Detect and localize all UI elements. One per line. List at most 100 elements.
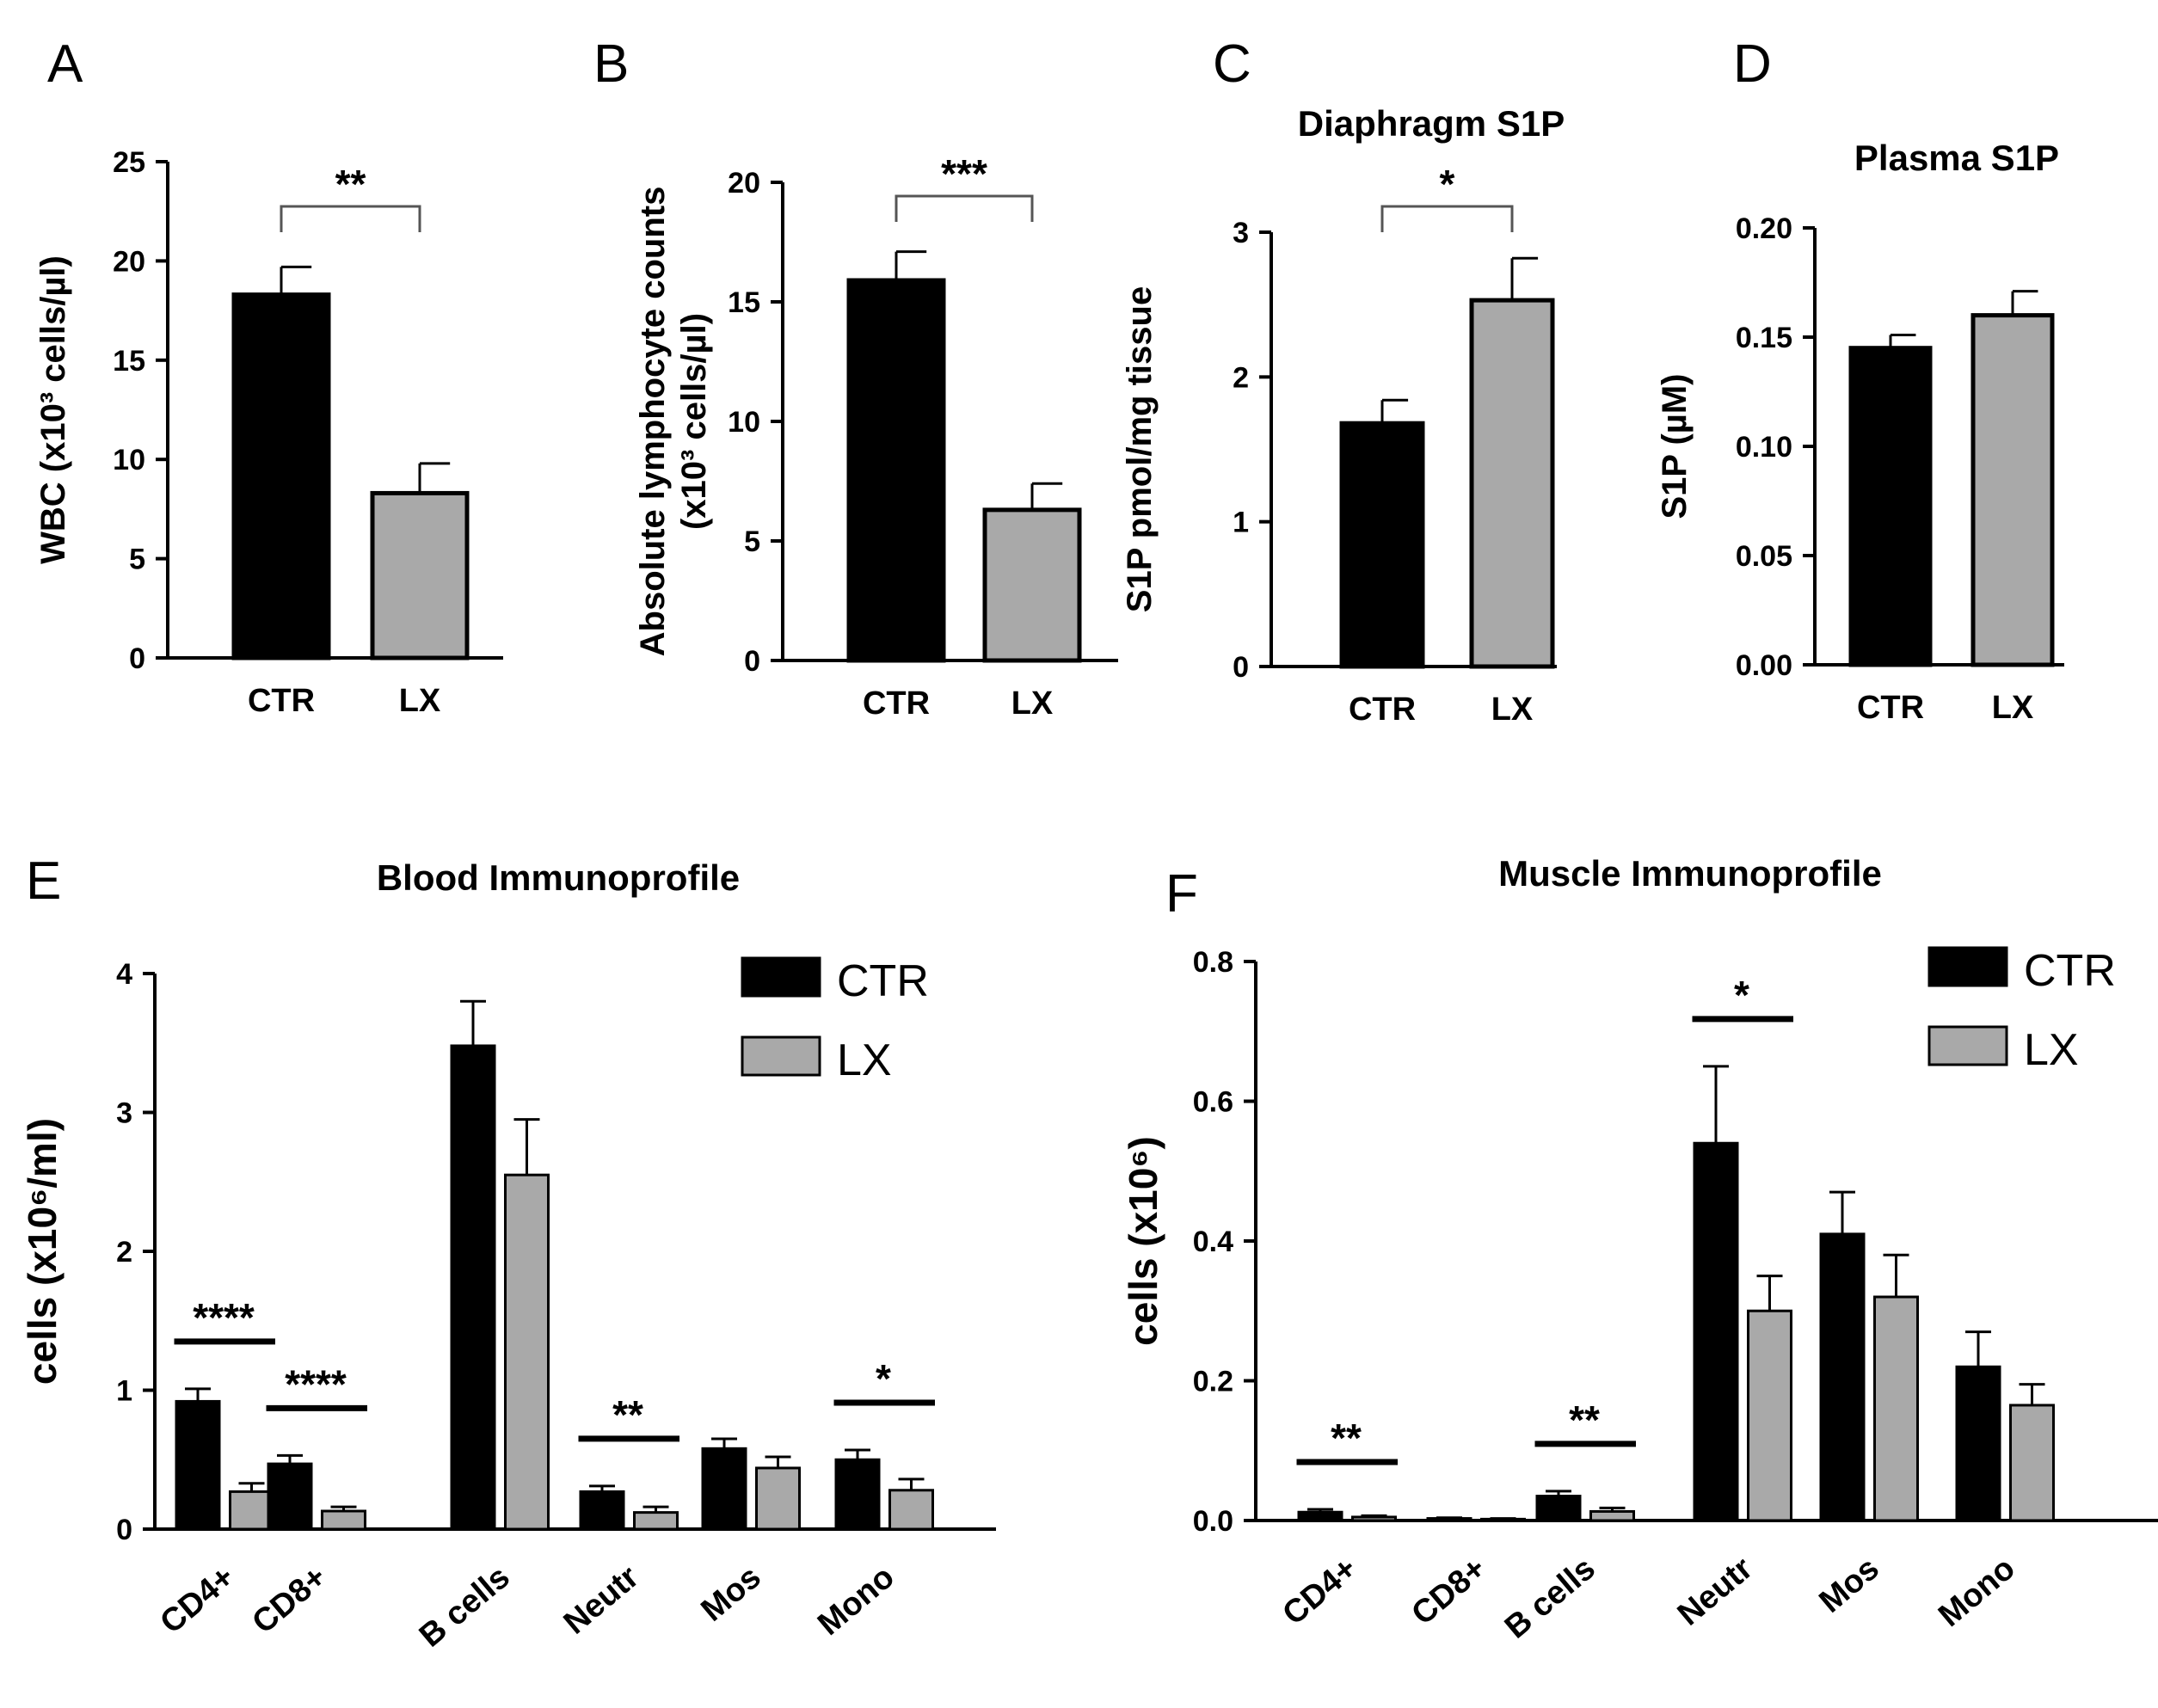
bar-lx xyxy=(1469,298,1555,669)
y-tick-label: 2 xyxy=(1233,361,1249,394)
x-category-label: LX xyxy=(1491,691,1534,728)
x-category-label: Mono xyxy=(1932,1551,2022,1634)
significance-stars: **** xyxy=(193,1295,255,1340)
x-category-label: LX xyxy=(399,683,441,719)
x-category-label: CD8+ xyxy=(1405,1551,1493,1632)
x-category-label: Mos xyxy=(1813,1551,1886,1620)
x-category-label: CTR xyxy=(248,683,315,719)
bar-lx-cd4 xyxy=(229,1490,274,1531)
y-tick-label: 20 xyxy=(728,167,760,200)
bar-ctr-mos xyxy=(701,1447,747,1531)
y-tick-label: 2 xyxy=(116,1236,132,1269)
y-axis-title: S1P (µM) xyxy=(1656,373,1694,519)
bar-lx xyxy=(982,507,1082,663)
x-category-label: CTR xyxy=(863,685,930,722)
y-axis-title: WBC (x10³ cells/µl) xyxy=(34,255,72,564)
y-tick-label: 0.05 xyxy=(1736,540,1792,573)
bar-ctr-cd4 xyxy=(175,1399,221,1531)
y-axis-title: Absolute lymphocyte counts xyxy=(634,187,672,657)
chart-title: Muscle Immunoprofile xyxy=(1498,853,1882,894)
bar-lx-mono xyxy=(2009,1404,2055,1522)
legend-label-ctr: CTR xyxy=(837,956,929,1006)
x-category-label: Neutr xyxy=(557,1559,646,1642)
y-tick-label: 15 xyxy=(113,345,145,378)
significance-stars: ** xyxy=(612,1392,643,1437)
y-tick-label: 0.15 xyxy=(1736,322,1792,354)
significance-bracket xyxy=(1380,205,1514,232)
y-tick-label: 0.6 xyxy=(1193,1086,1233,1119)
y-tick-label: 0 xyxy=(129,642,145,675)
x-category-label: CD4+ xyxy=(154,1559,242,1641)
panel-letter: E xyxy=(26,851,61,911)
significance-stars: * xyxy=(1440,162,1455,206)
x-category-label: LX xyxy=(1011,685,1054,722)
bar-lx-mos xyxy=(755,1466,801,1531)
chart-title: Blood Immunoprofile xyxy=(377,857,740,898)
bar-ctr-cd4 xyxy=(1297,1510,1343,1522)
y-tick-label: 25 xyxy=(113,146,145,179)
bar-ctr-bcells xyxy=(1535,1495,1582,1522)
significance-bracket xyxy=(280,205,421,232)
y-tick-label: 0.10 xyxy=(1736,431,1792,464)
legend-label-ctr: CTR xyxy=(2024,946,2116,996)
y-tick-label: 1 xyxy=(1233,507,1249,539)
y-tick-label: 10 xyxy=(728,406,760,439)
bar-lx-neutr xyxy=(633,1511,679,1531)
panel-letter: D xyxy=(1733,34,1772,94)
bar-ctr-neutr xyxy=(1693,1141,1739,1522)
chart-title: Plasma S1P xyxy=(1854,138,2059,178)
y-tick-label: 20 xyxy=(113,245,145,278)
y-tick-label: 0.8 xyxy=(1193,946,1233,979)
bar-lx-cd8 xyxy=(321,1509,366,1531)
y-tick-label: 5 xyxy=(744,525,760,558)
y-tick-label: 0 xyxy=(744,645,760,678)
y-tick-label: 5 xyxy=(129,544,145,576)
y-axis-title: cells (x10⁶) xyxy=(1121,1136,1165,1346)
bar-ctr-neutr xyxy=(579,1490,625,1531)
y-tick-label: 0.0 xyxy=(1193,1505,1233,1538)
legend-swatch-ctr xyxy=(741,956,821,998)
significance-stars: ** xyxy=(1569,1398,1600,1442)
x-category-label: Mos xyxy=(695,1559,768,1629)
chart-title: Diaphragm S1P xyxy=(1298,103,1565,144)
y-axis-title: cells (x10⁶/ml) xyxy=(20,1118,65,1385)
legend-swatch-lx xyxy=(741,1035,821,1077)
x-category-label: CD4+ xyxy=(1276,1551,1364,1632)
bar-ctr-mos xyxy=(1819,1232,1866,1522)
bar-lx-cd4 xyxy=(1351,1515,1397,1522)
significance-stars: * xyxy=(876,1356,891,1401)
y-tick-label: 3 xyxy=(116,1097,132,1130)
significance-stars: *** xyxy=(941,151,987,196)
significance-stars: * xyxy=(1734,973,1749,1017)
x-category-label: Neutr xyxy=(1671,1551,1760,1633)
bar-ctr xyxy=(1848,346,1933,667)
y-tick-label: 0.20 xyxy=(1736,212,1792,245)
bar-ctr xyxy=(1339,421,1425,669)
legend-label-lx: LX xyxy=(837,1035,892,1085)
legend-swatch-lx xyxy=(1927,1025,2008,1066)
bar-lx xyxy=(1970,313,2055,667)
bar-lx xyxy=(370,490,470,660)
bar-ctr-bcells xyxy=(450,1044,496,1531)
x-category-label: B cells xyxy=(413,1559,517,1655)
y-axis-title: S1P pmol/mg tissue xyxy=(1121,286,1159,612)
x-category-label: Mono xyxy=(811,1559,901,1643)
bar-lx-cd8 xyxy=(1480,1517,1526,1522)
bar-ctr xyxy=(231,292,331,660)
x-category-label: CD8+ xyxy=(246,1559,334,1641)
y-tick-label: 3 xyxy=(1233,217,1249,249)
bar-ctr xyxy=(846,278,946,663)
bar-lx-mos xyxy=(1873,1295,1919,1522)
bar-lx-neutr xyxy=(1747,1309,1792,1522)
y-tick-label: 0.00 xyxy=(1736,649,1792,682)
x-category-label: CTR xyxy=(1857,690,1924,726)
bar-ctr-mono xyxy=(1955,1365,2001,1522)
bar-ctr-cd8 xyxy=(267,1462,313,1531)
panel-letter: A xyxy=(47,34,83,94)
panel-letter: F xyxy=(1165,864,1198,924)
legend-swatch-ctr xyxy=(1927,946,2008,987)
y-tick-label: 10 xyxy=(113,444,145,476)
bar-lx-bcells xyxy=(1589,1509,1635,1522)
y-tick-label: 4 xyxy=(116,958,132,991)
